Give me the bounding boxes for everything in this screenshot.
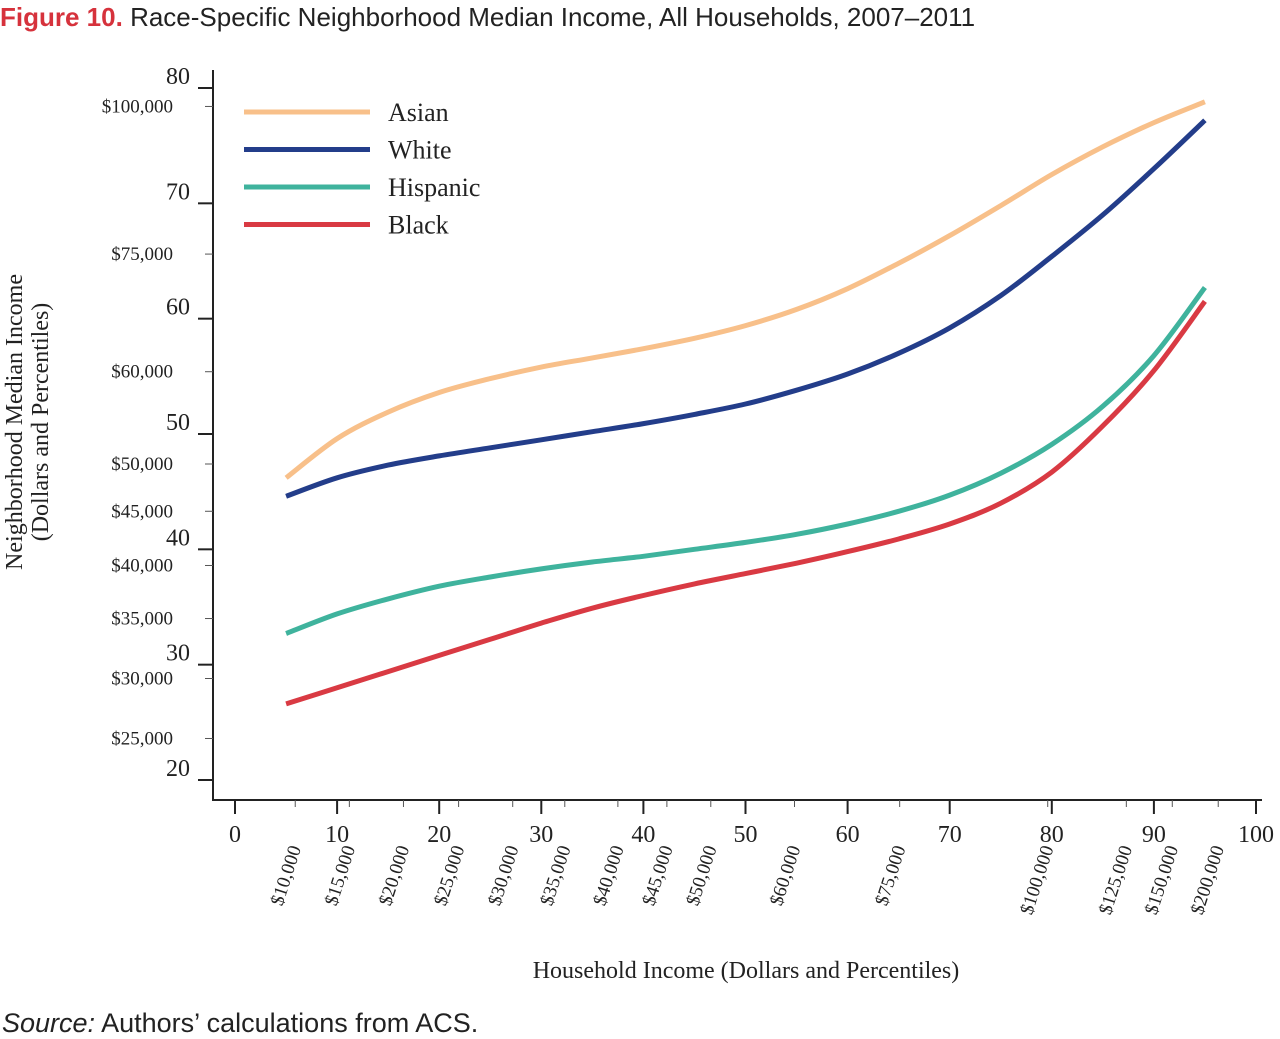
x-tick-label: 20 <box>427 822 451 848</box>
series-line-black <box>285 299 1207 707</box>
series-line-hispanic <box>285 286 1207 636</box>
y-tick-label: 60 <box>166 295 190 321</box>
y-dollar-tick-label: $75,000 <box>111 244 173 265</box>
series-line-asian <box>284 99 1206 480</box>
legend-label-asian: Asian <box>388 98 449 127</box>
x-dollar-tick-label: $15,000 <box>321 843 360 908</box>
y-dollar-tick-label: $40,000 <box>111 555 173 576</box>
x-tick-label: 70 <box>938 822 962 848</box>
x-dollar-tick-label: $20,000 <box>375 843 414 908</box>
y-tick-label: 80 <box>166 64 190 90</box>
x-dollar-tick-label: $45,000 <box>639 843 678 908</box>
x-tick-label: 60 <box>836 822 860 848</box>
figure-title-text: Race-Specific Neighborhood Median Income… <box>130 2 976 32</box>
x-dollar-tick-label: $100,000 <box>1016 843 1058 917</box>
y-dollar-tick-label: $45,000 <box>111 501 173 522</box>
legend-label-white: White <box>388 136 452 165</box>
x-dollar-tick-label: $10,000 <box>267 843 306 908</box>
y-dollar-tick-label: $60,000 <box>111 362 173 383</box>
chart-series <box>284 99 1207 707</box>
x-tick-label: 80 <box>1040 822 1064 848</box>
x-tick-label: 100 <box>1238 822 1274 848</box>
y-dollar-tick-label: $35,000 <box>111 609 173 630</box>
x-tick-label: 0 <box>229 822 241 848</box>
x-dollar-tick-label: $50,000 <box>682 843 721 908</box>
x-dollar-tick-label: $200,000 <box>1187 843 1229 917</box>
y-dollar-tick-label: $100,000 <box>102 96 173 117</box>
x-dollar-tick-label: $125,000 <box>1095 843 1137 917</box>
chart-legend: Asian White Hispanic Black <box>244 98 480 240</box>
legend-label-black: Black <box>388 211 449 240</box>
line-chart: 20304050607080$100,000$75,000$60,000$50,… <box>2 64 1274 984</box>
x-dollar-tick-label: $25,000 <box>430 843 469 908</box>
y-tick-label: 30 <box>166 641 190 667</box>
x-axis-label: Household Income (Dollars and Percentile… <box>533 958 960 984</box>
x-tick-label: 50 <box>734 822 758 848</box>
x-dollar-tick-label: $30,000 <box>484 843 523 908</box>
legend-label-hispanic: Hispanic <box>388 173 480 202</box>
x-dollar-tick-label: $35,000 <box>536 843 575 908</box>
source-label: Source: <box>2 1008 96 1038</box>
x-dollar-tick-label: $75,000 <box>871 843 910 908</box>
y-dollar-tick-label: $25,000 <box>111 728 173 749</box>
y-axis-label-line1: Neighborhood Median Income <box>2 274 28 570</box>
chart-axes <box>212 70 1262 801</box>
y-tick-label: 20 <box>166 756 190 782</box>
chart-ticks: 20304050607080$100,000$75,000$60,000$50,… <box>102 64 1274 917</box>
y-tick-label: 70 <box>166 179 190 205</box>
x-dollar-tick-label: $60,000 <box>766 843 805 908</box>
figure-label: Figure 10. <box>0 2 123 32</box>
x-tick-label: 30 <box>529 822 553 848</box>
y-axis-label-line2: (Dollars and Percentiles) <box>28 303 54 542</box>
x-dollar-tick-label: $150,000 <box>1141 843 1183 917</box>
source-note: Source: Authors’ calculations from ACS. <box>2 1008 478 1039</box>
y-tick-label: 50 <box>166 410 190 436</box>
y-dollar-tick-label: $50,000 <box>111 454 173 475</box>
x-tick-label: 40 <box>631 822 655 848</box>
x-tick-label: 90 <box>1142 822 1166 848</box>
x-dollar-tick-label: $40,000 <box>590 843 629 908</box>
source-text: Authors’ calculations from ACS. <box>101 1008 479 1038</box>
series-line-white <box>285 118 1207 499</box>
y-dollar-tick-label: $30,000 <box>111 669 173 690</box>
y-tick-label: 40 <box>166 525 190 551</box>
y-axis-label: Neighborhood Median Income (Dollars and … <box>2 274 54 570</box>
x-tick-label: 10 <box>325 822 349 848</box>
figure-title: Figure 10. Race-Specific Neighborhood Me… <box>0 2 975 33</box>
